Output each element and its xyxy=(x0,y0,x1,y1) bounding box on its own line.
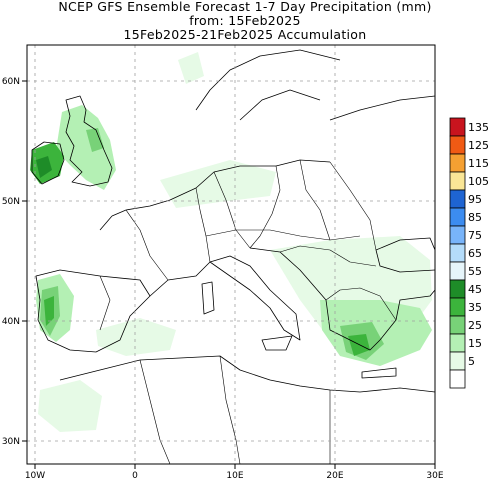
title-line-1: NCEP GFS Ensemble Forecast 1-7 Day Preci… xyxy=(58,0,432,14)
lon-label-30e: 30E xyxy=(426,471,443,481)
legend-label: 15 xyxy=(468,337,482,350)
legend-swatch xyxy=(449,243,466,263)
legend-label: 95 xyxy=(468,193,482,206)
legend-label: 45 xyxy=(468,283,482,296)
legend-swatch xyxy=(449,135,466,155)
lon-label-10w: 10W xyxy=(25,471,45,481)
legend-swatch xyxy=(449,297,466,317)
legend-label: 85 xyxy=(468,211,482,224)
legend-swatch xyxy=(449,171,466,191)
lat-label-30n: 30N xyxy=(2,437,20,447)
legend-label: 125 xyxy=(468,139,489,152)
precip-central-europe xyxy=(160,160,276,208)
lon-label-10e: 10E xyxy=(226,471,243,481)
legend-label: 65 xyxy=(468,247,482,260)
legend-swatch xyxy=(449,261,466,281)
title-line-3: 15Feb2025-21Feb2025 Accumulation xyxy=(123,27,367,42)
legend-label: 35 xyxy=(468,301,482,314)
legend-swatch xyxy=(449,117,466,137)
legend-swatch xyxy=(449,153,466,173)
precip-ireland-heavy xyxy=(36,156,52,178)
legend-label: 25 xyxy=(468,319,482,332)
country-borders xyxy=(99,159,397,464)
precip-shading xyxy=(30,52,432,432)
legend-label: 115 xyxy=(468,157,489,170)
color-legend: 135 125 115 105 95 85 75 65 55 45 35 25 15 5 xyxy=(449,117,489,389)
graticule xyxy=(27,45,435,464)
lat-label-40n: 40N xyxy=(2,317,20,327)
precip-britain-mid xyxy=(86,128,104,152)
lon-label-0: 0 xyxy=(132,471,138,481)
legend-swatch xyxy=(449,369,466,389)
map-plot xyxy=(27,45,435,464)
lon-label-20e: 20E xyxy=(326,471,343,481)
precip-britain-light xyxy=(56,105,116,190)
precip-scandinavia xyxy=(178,52,204,84)
tick-marks xyxy=(22,80,436,469)
coastlines xyxy=(31,49,435,393)
precip-west-med xyxy=(96,318,176,356)
legend-swatch xyxy=(449,315,466,335)
lat-label-60n: 60N xyxy=(2,77,20,87)
map-frame xyxy=(26,44,436,465)
legend-swatch xyxy=(449,225,466,245)
precip-atlantic-sw xyxy=(38,380,102,432)
legend-label: 55 xyxy=(468,265,482,278)
legend-label: 5 xyxy=(468,355,475,368)
legend-swatch xyxy=(449,207,466,227)
legend-swatch xyxy=(449,333,466,353)
precip-greece-heavy xyxy=(348,334,370,356)
legend-swatch xyxy=(449,351,466,371)
legend-label: 135 xyxy=(468,121,489,134)
legend-label: 75 xyxy=(468,229,482,242)
precip-iberia-heavy xyxy=(44,296,54,326)
lat-label-50n: 50N xyxy=(2,197,20,207)
legend-swatch xyxy=(449,279,466,299)
title-line-2: from: 15Feb2025 xyxy=(189,13,301,28)
legend-swatch xyxy=(449,189,466,209)
legend-label: 105 xyxy=(468,175,489,188)
